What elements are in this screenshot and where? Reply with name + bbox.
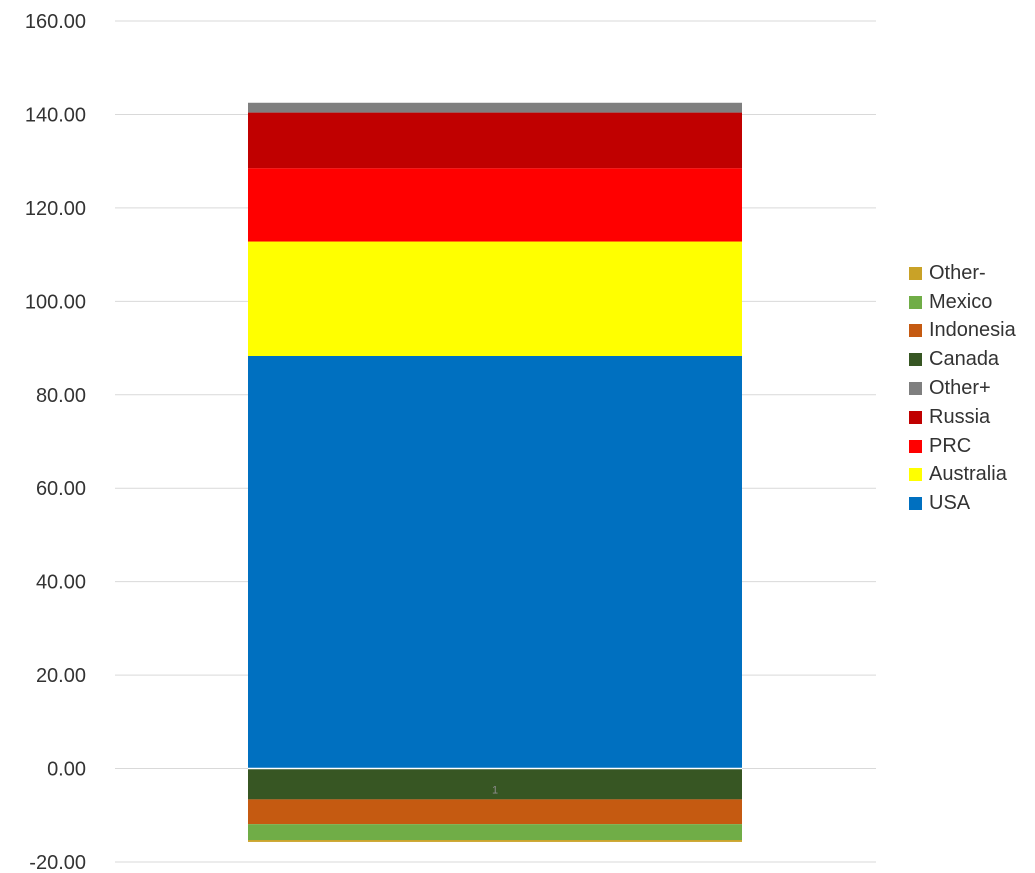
y-tick-label: 120.00 — [25, 198, 86, 220]
legend: Other- Mexico Indonesia Canada Other+ Russia P… — [909, 259, 1035, 518]
legend-item: PRC — [909, 432, 1035, 461]
legend-label: Other- — [929, 261, 986, 284]
bar-segment-other-neg — [248, 840, 742, 842]
legend-swatch — [909, 266, 922, 280]
legend-label: Mexico — [929, 290, 993, 313]
legend-label: Russia — [929, 405, 991, 428]
legend-item: Indonesia — [909, 317, 1035, 346]
stacked-bar — [248, 102, 742, 842]
bar-segment-mexico — [248, 824, 742, 841]
bar-segment-usa — [248, 355, 742, 769]
legend-swatch — [909, 410, 922, 424]
legend-item: Russia — [909, 403, 1035, 432]
bar-segment-canada — [248, 768, 742, 800]
bar-segment-other-neg — [248, 102, 742, 113]
y-tick-label: -20.00 — [29, 852, 86, 873]
legend-item: Mexico — [909, 288, 1035, 317]
legend-swatch — [909, 295, 922, 309]
x-axis-category-labels: 1 — [492, 785, 498, 797]
legend-item: USA — [909, 489, 1035, 518]
legend-item: Other- — [909, 259, 1035, 288]
legend-label: Australia — [929, 463, 1007, 486]
y-tick-label: 160.00 — [25, 11, 86, 33]
x-category-label: 1 — [492, 785, 498, 797]
y-tick-label: 0.00 — [47, 759, 86, 781]
legend-swatch — [909, 353, 922, 367]
legend-swatch — [909, 439, 922, 453]
legend-swatch — [909, 468, 922, 482]
legend-label: Indonesia — [929, 319, 1016, 342]
legend-label: PRC — [929, 434, 972, 457]
legend-item: Other+ — [909, 374, 1035, 403]
y-tick-label: 60.00 — [36, 478, 86, 500]
legend-item: Australia — [909, 461, 1035, 490]
y-tick-label: 100.00 — [25, 291, 86, 313]
bar-segment-australia — [248, 241, 742, 356]
bar-segment-prc — [248, 168, 742, 242]
bar-segment-russia — [248, 112, 742, 169]
y-tick-label: 20.00 — [36, 665, 86, 687]
y-tick-label: 140.00 — [25, 104, 86, 126]
legend-swatch — [909, 324, 922, 338]
legend-swatch — [909, 382, 922, 396]
y-tick-label: 80.00 — [36, 385, 86, 407]
bar-segment-indonesia — [248, 799, 742, 825]
legend-label: Canada — [929, 348, 1000, 371]
legend-label: Other+ — [929, 377, 991, 400]
y-tick-label: 40.00 — [36, 572, 86, 594]
y-axis-tick-labels: -20.00 0.00 20.00 40.00 60.00 80.00 100.00 120.… — [25, 11, 86, 873]
legend-item: Canada — [909, 345, 1035, 374]
legend-swatch — [909, 497, 922, 511]
legend-label: USA — [929, 492, 971, 515]
